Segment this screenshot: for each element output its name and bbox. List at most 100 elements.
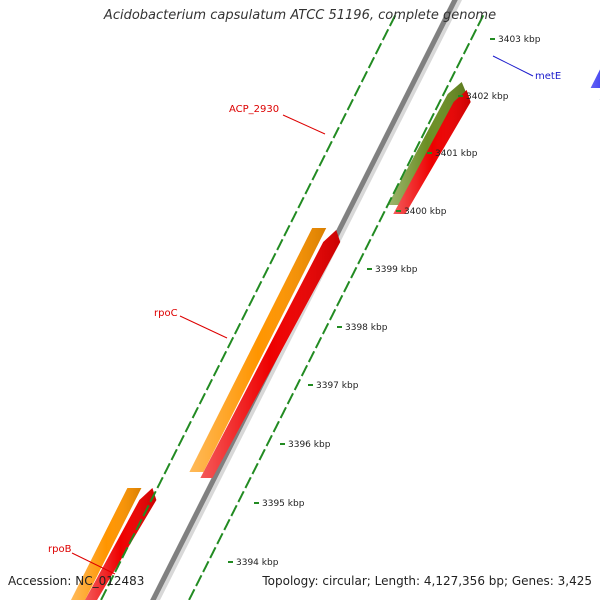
tick-mark-inner	[427, 112, 435, 125]
tick-mark-outer	[381, 28, 390, 41]
tick-mark-inner	[399, 168, 407, 181]
tick-mark-outer	[339, 112, 347, 125]
tick-mark-outer	[304, 182, 312, 195]
tick-mark-inner	[202, 560, 210, 573]
tick-mark-inner	[378, 210, 386, 223]
tick-mark-inner	[286, 392, 294, 405]
tick-mark-inner	[336, 294, 344, 307]
tick-mark-inner	[251, 462, 259, 475]
tick-mark-outer	[149, 490, 157, 503]
tick-mark-outer	[255, 280, 263, 293]
gene-metE-shading	[590, 69, 600, 88]
tick-mark-inner	[420, 126, 428, 139]
gene-label-metE[interactable]: metE	[535, 71, 561, 82]
tick-mark-inner	[329, 308, 337, 321]
tick-mark-inner	[350, 266, 358, 279]
tick-mark-outer	[156, 476, 164, 489]
cds-rpoB-shading	[85, 488, 157, 600]
tick-mark-inner	[258, 448, 266, 461]
tick-mark-outer	[374, 42, 383, 55]
tick-mark-inner	[265, 434, 273, 447]
tick-label: 3396 kbp	[288, 440, 331, 450]
tick-label: 3400 kbp	[404, 207, 447, 217]
tick-mark-outer	[276, 238, 284, 251]
tick-mark-outer	[346, 98, 354, 111]
tick-mark-inner	[293, 378, 301, 391]
tick-mark-outer	[121, 546, 129, 559]
tick-mark-inner	[307, 350, 316, 363]
tick-mark-outer	[262, 266, 270, 279]
tick-mark-outer	[283, 224, 291, 237]
tick-rows	[100, 14, 485, 600]
tick-mark-inner	[476, 14, 485, 27]
tick-mark-inner	[448, 70, 456, 83]
tick-label: 3398 kbp	[345, 323, 388, 333]
tick-mark-outer	[241, 308, 249, 321]
tick-label: 3399 kbp	[375, 265, 418, 275]
tick-mark-inner	[230, 504, 238, 517]
tick-mark-inner	[343, 280, 351, 293]
tick-mark-outer	[297, 196, 305, 209]
tick-mark-inner	[300, 364, 309, 377]
tick-mark-outer	[128, 532, 136, 545]
gene-rpoB-shading	[71, 488, 142, 600]
tick-mark-inner	[462, 42, 471, 55]
genome-title: Acidobacterium capsulatum ATCC 51196, co…	[103, 8, 497, 23]
tick-mark-outer	[219, 350, 228, 363]
cds-rpoC-shading	[200, 230, 341, 478]
tick-mark-outer	[360, 70, 368, 83]
tick-mark-outer	[233, 322, 242, 335]
tick-mark-outer	[205, 378, 213, 391]
tick-mark-outer	[170, 448, 178, 461]
tick-mark-outer	[114, 560, 122, 573]
gene-label-rpoC[interactable]: rpoC	[154, 308, 178, 319]
tick-mark-inner	[321, 322, 330, 335]
tick-mark-inner	[441, 84, 449, 97]
tick-mark-inner	[195, 574, 203, 587]
tick-mark-outer	[248, 294, 256, 307]
tick-mark-outer	[325, 140, 333, 153]
tick-mark-outer	[107, 574, 115, 587]
tick-mark-outer	[367, 56, 376, 69]
tick-mark-outer	[318, 154, 326, 167]
tick-mark-outer	[311, 168, 319, 181]
tick-mark-inner	[279, 406, 287, 419]
tick-mark-outer	[135, 518, 143, 531]
tick-mark-outer	[353, 84, 361, 97]
tick-mark-inner	[469, 28, 478, 41]
tick-labels: 3403 kbp 3402 kbp 3401 kbp 3400 kbp 3399 kbp…	[228, 35, 541, 568]
tick-mark-inner	[223, 518, 231, 531]
tick-label: 3401 kbp	[435, 149, 478, 159]
tick-label: 3397 kbp	[316, 381, 359, 391]
tick-mark-inner	[455, 56, 464, 69]
tick-mark-outer	[226, 336, 235, 349]
accession-text: Accession: NC_012483	[8, 574, 145, 588]
tick-mark-inner	[434, 98, 442, 111]
tick-mark-inner	[406, 154, 414, 167]
tick-mark-outer	[163, 462, 171, 475]
gene-label-rpoB[interactable]: rpoB	[48, 544, 72, 555]
tick-mark-outer	[269, 252, 277, 265]
tick-mark-inner	[392, 182, 400, 195]
tick-mark-inner	[188, 588, 196, 600]
gene-label-acp2930[interactable]: ACP_2930	[229, 104, 279, 115]
tick-mark-inner	[385, 196, 393, 209]
tick-mark-outer	[184, 420, 192, 433]
tick-mark-inner	[209, 546, 217, 559]
tick-label: 3395 kbp	[262, 499, 305, 509]
tick-mark-outer	[198, 392, 206, 405]
tick-mark-inner	[314, 336, 323, 349]
tick-mark-inner	[237, 490, 245, 503]
tick-mark-inner	[244, 476, 252, 489]
gene-rpoC-shading	[189, 228, 327, 472]
tick-mark-outer	[142, 504, 150, 517]
tick-mark-inner	[272, 420, 280, 433]
tick-mark-outer	[100, 588, 108, 600]
tick-mark-outer	[191, 406, 199, 419]
gene-labels: metE ACP_2930 rpoC rpoB	[48, 55, 561, 575]
genome-summary: Topology: circular; Length: 4,127,356 bp…	[262, 574, 592, 588]
tick-mark-outer	[177, 434, 185, 447]
tick-label: 3394 kbp	[236, 558, 279, 568]
tick-mark-outer	[290, 210, 298, 223]
